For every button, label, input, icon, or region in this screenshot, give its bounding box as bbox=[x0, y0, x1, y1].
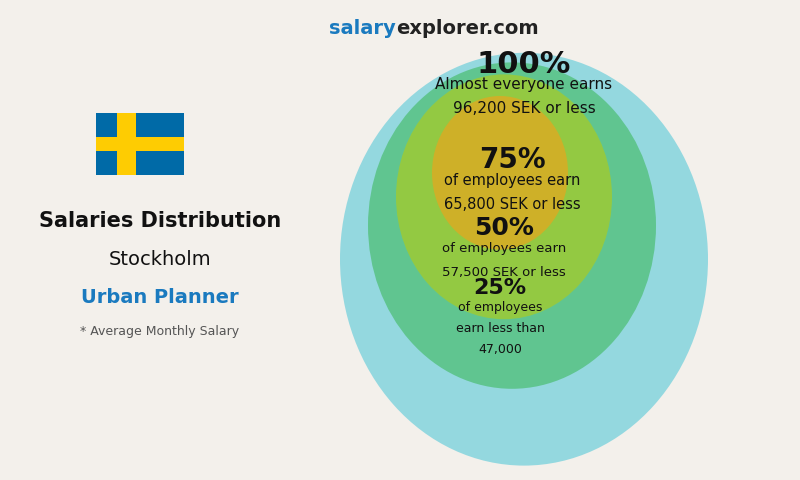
Text: Stockholm: Stockholm bbox=[109, 250, 211, 269]
Text: earn less than: earn less than bbox=[455, 322, 545, 335]
Text: of employees earn: of employees earn bbox=[444, 173, 580, 188]
Ellipse shape bbox=[368, 62, 656, 389]
Bar bbox=[117, 113, 137, 175]
Text: 25%: 25% bbox=[474, 278, 526, 299]
Text: 100%: 100% bbox=[477, 50, 571, 79]
Ellipse shape bbox=[340, 53, 708, 466]
Text: Urban Planner: Urban Planner bbox=[81, 288, 239, 307]
Text: * Average Monthly Salary: * Average Monthly Salary bbox=[81, 324, 239, 338]
Text: salary: salary bbox=[330, 19, 396, 38]
Text: 65,800 SEK or less: 65,800 SEK or less bbox=[444, 197, 580, 212]
Text: 96,200 SEK or less: 96,200 SEK or less bbox=[453, 101, 595, 116]
Text: 47,000: 47,000 bbox=[478, 343, 522, 356]
Text: explorer.com: explorer.com bbox=[396, 19, 538, 38]
Text: of employees: of employees bbox=[458, 301, 542, 314]
Text: 75%: 75% bbox=[478, 146, 546, 174]
Text: 50%: 50% bbox=[474, 216, 534, 240]
Text: of employees earn: of employees earn bbox=[442, 242, 566, 255]
Text: Almost everyone earns: Almost everyone earns bbox=[435, 77, 613, 92]
Text: 57,500 SEK or less: 57,500 SEK or less bbox=[442, 266, 566, 279]
Ellipse shape bbox=[432, 96, 568, 250]
Bar bbox=[96, 137, 184, 151]
Text: Salaries Distribution: Salaries Distribution bbox=[39, 211, 281, 231]
Ellipse shape bbox=[396, 74, 612, 319]
Bar bbox=[96, 113, 184, 175]
